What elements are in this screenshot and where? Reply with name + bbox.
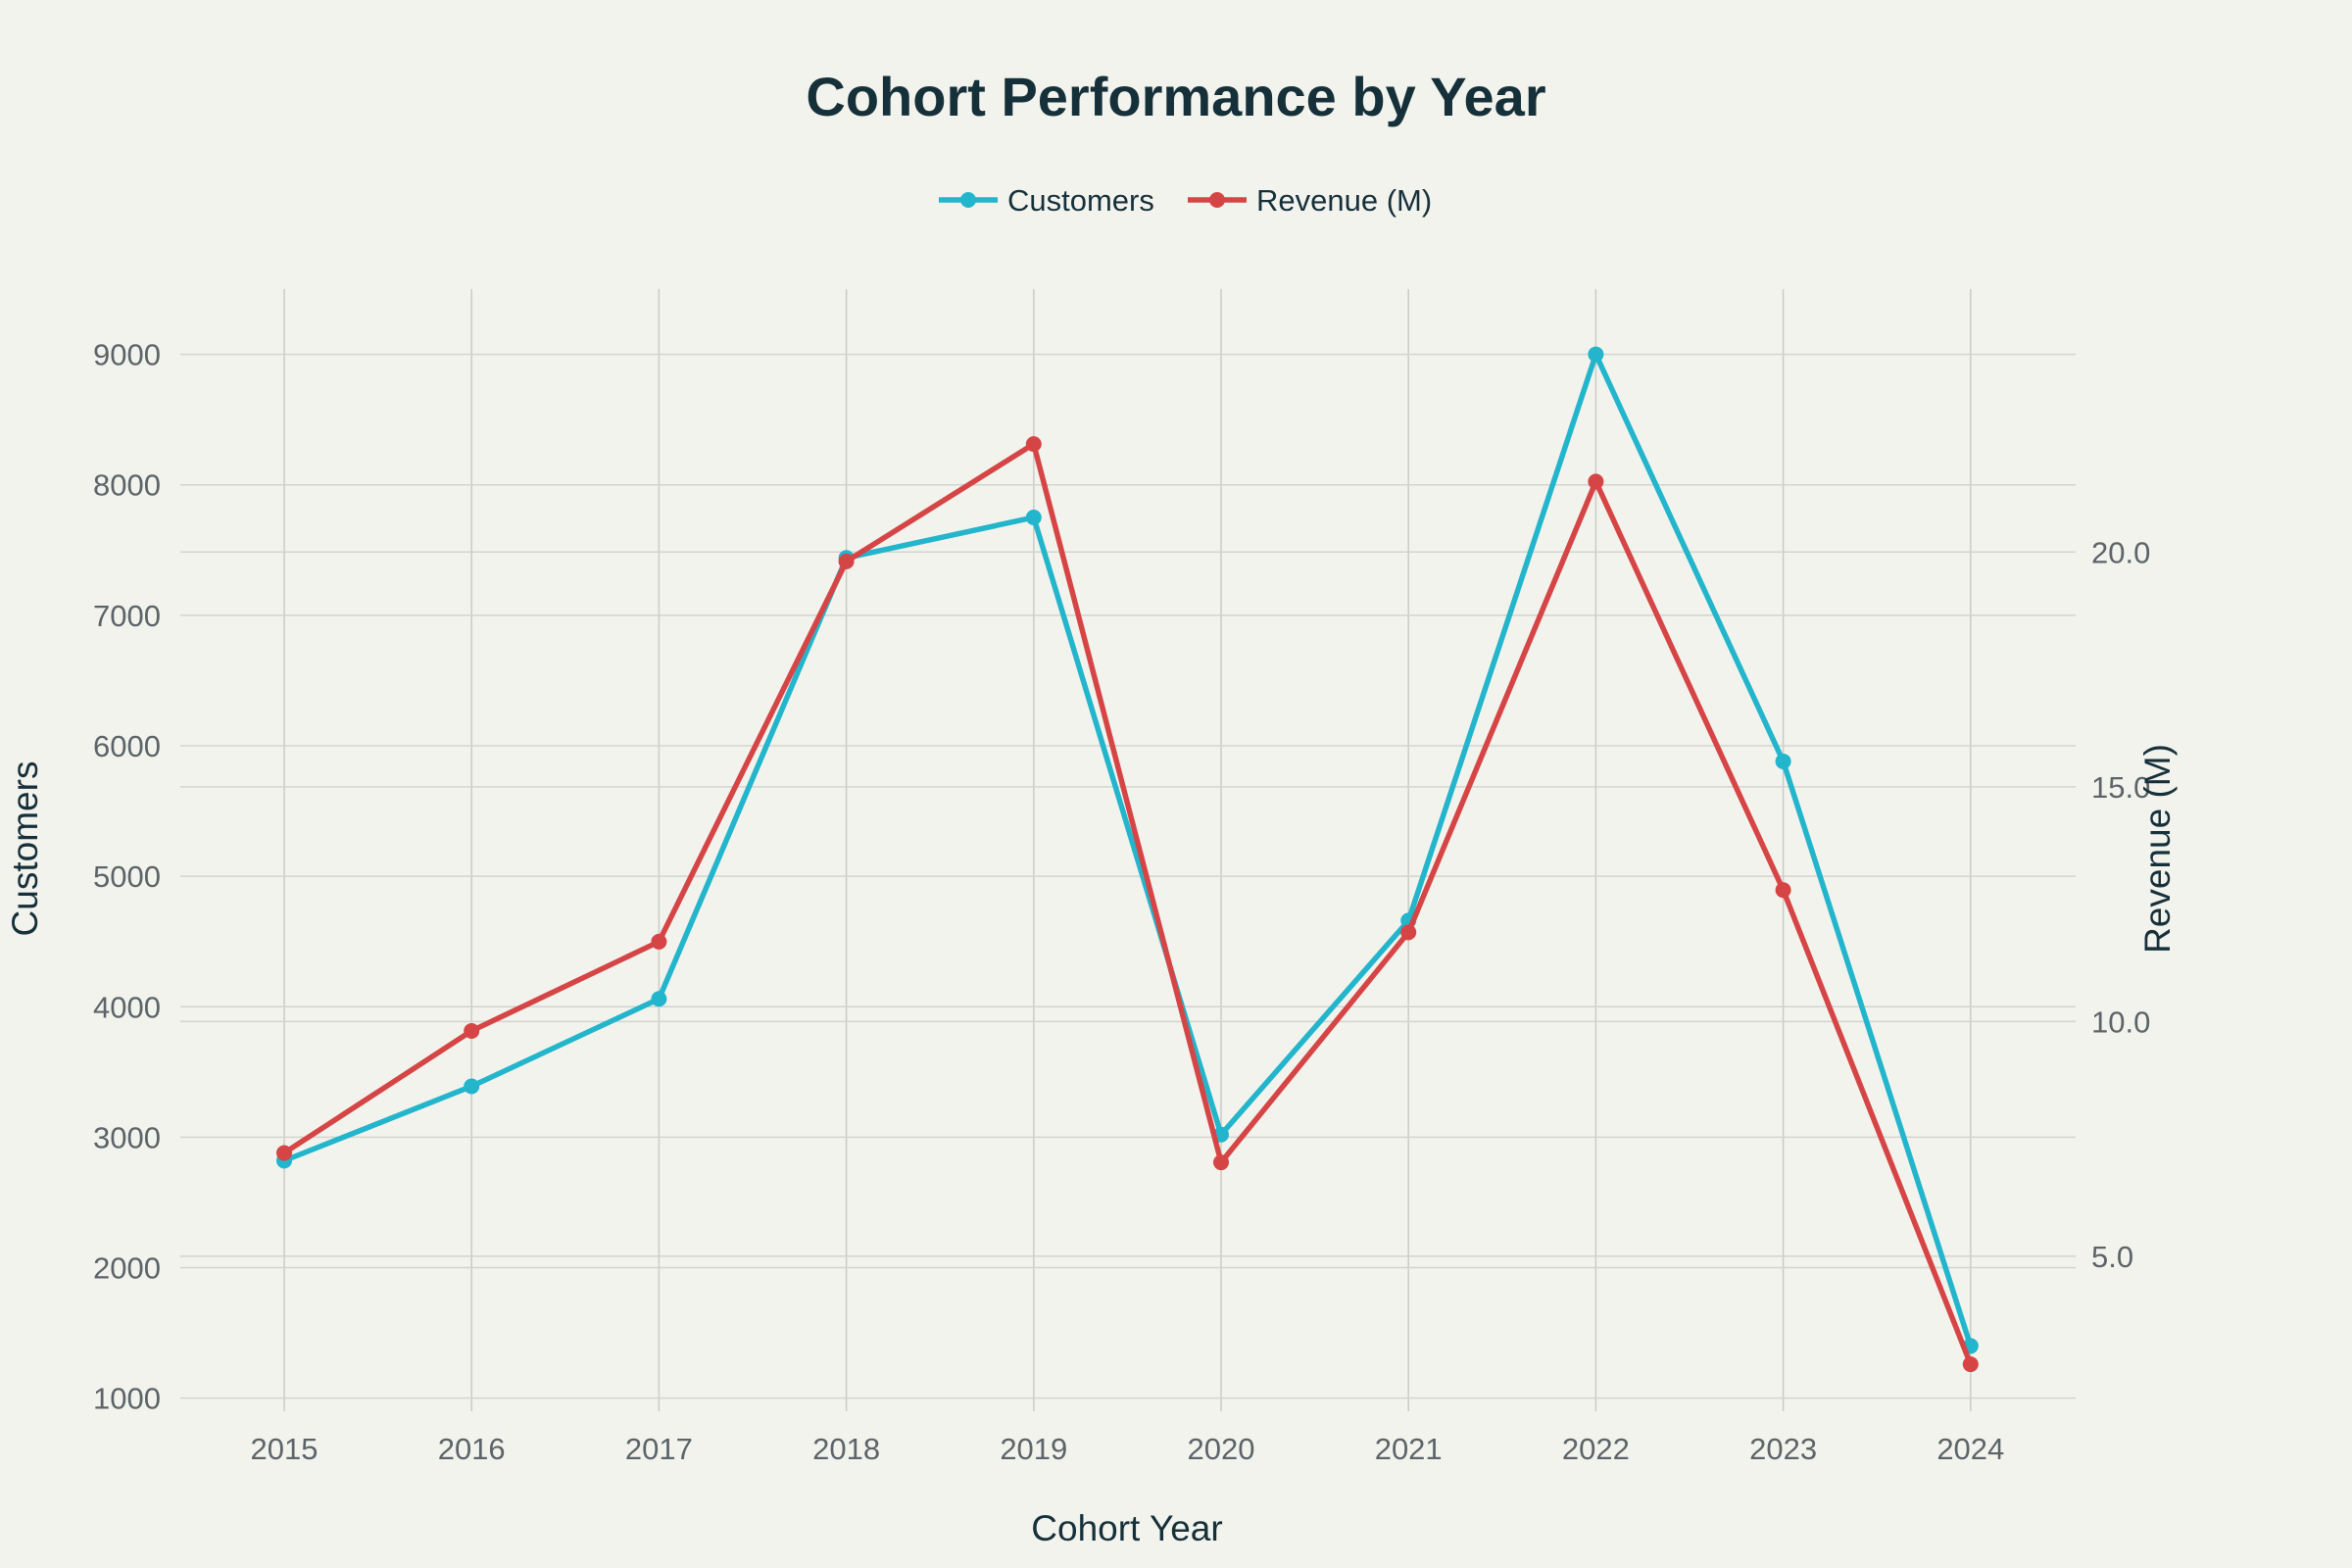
x-tick-label: 2018: [812, 1432, 880, 1466]
y-axis-title: Customers: [5, 761, 45, 937]
legend-marker: [1209, 192, 1225, 208]
y-tick-label: 2000: [93, 1251, 161, 1286]
x-tick-label: 2024: [1936, 1432, 2004, 1466]
legend-item-customers[interactable]: Customers: [939, 183, 1154, 218]
y-tick-label: 4000: [93, 990, 161, 1024]
y2-axis-title: Revenue (M): [2137, 744, 2178, 954]
y2-tick-label: 10.0: [2091, 1004, 2150, 1039]
revenue-m-point[interactable]: [1588, 473, 1604, 490]
y-tick-label: 9000: [93, 338, 161, 372]
x-tick-label: 2015: [251, 1432, 318, 1466]
axis-ticks: 2015 2016 2017 2018 2019 2020 2021 2022 2023 2024…: [93, 338, 2150, 1466]
y2-tick-label: 20.0: [2091, 535, 2150, 569]
customers-line: [281, 351, 1974, 1349]
revenue-m-point[interactable]: [1400, 924, 1417, 941]
y-tick-label: 8000: [93, 468, 161, 503]
y-tick-label: 5000: [93, 859, 161, 894]
customers-point[interactable]: [1775, 753, 1791, 769]
series: [276, 346, 1979, 1373]
revenue-m-point[interactable]: [464, 1022, 480, 1039]
y2-tick-label: 5.0: [2091, 1240, 2133, 1274]
grid: [180, 289, 2076, 1411]
revenue-m-point[interactable]: [1775, 882, 1791, 899]
revenue-m-line: [281, 441, 1974, 1367]
chart-title: Cohort Performance by Year: [806, 66, 1545, 127]
y-tick-label: 1000: [93, 1382, 161, 1416]
x-tick-label: 2016: [438, 1432, 506, 1466]
customers-point[interactable]: [464, 1078, 480, 1095]
legend: Customers Revenue (M): [939, 183, 1432, 218]
revenue-m-point[interactable]: [276, 1145, 292, 1161]
revenue-m-point[interactable]: [1025, 436, 1042, 453]
legend-label: Customers: [1007, 183, 1154, 218]
y-tick-label: 6000: [93, 729, 161, 763]
x-tick-label: 2019: [1000, 1432, 1067, 1466]
x-axis-title: Cohort Year: [1031, 1508, 1222, 1548]
customers-point[interactable]: [1588, 346, 1604, 363]
y-tick-label: 3000: [93, 1120, 161, 1154]
customers-point[interactable]: [1025, 509, 1042, 525]
revenue-m-point[interactable]: [1962, 1356, 1979, 1373]
revenue-m-point[interactable]: [1213, 1154, 1229, 1171]
x-tick-label: 2023: [1749, 1432, 1817, 1466]
y-tick-label: 7000: [93, 599, 161, 633]
y2-tick-label: 15.0: [2091, 770, 2150, 805]
x-tick-label: 2021: [1375, 1432, 1443, 1466]
x-tick-label: 2017: [625, 1432, 693, 1466]
revenue-m-point[interactable]: [651, 933, 667, 950]
revenue-m-point[interactable]: [838, 553, 855, 569]
legend-item-revenue-m[interactable]: Revenue (M): [1188, 183, 1432, 218]
legend-label: Revenue (M): [1256, 183, 1432, 218]
legend-marker: [960, 192, 976, 208]
customers-point[interactable]: [651, 991, 667, 1007]
x-tick-label: 2022: [1562, 1432, 1630, 1466]
x-tick-label: 2020: [1188, 1432, 1255, 1466]
